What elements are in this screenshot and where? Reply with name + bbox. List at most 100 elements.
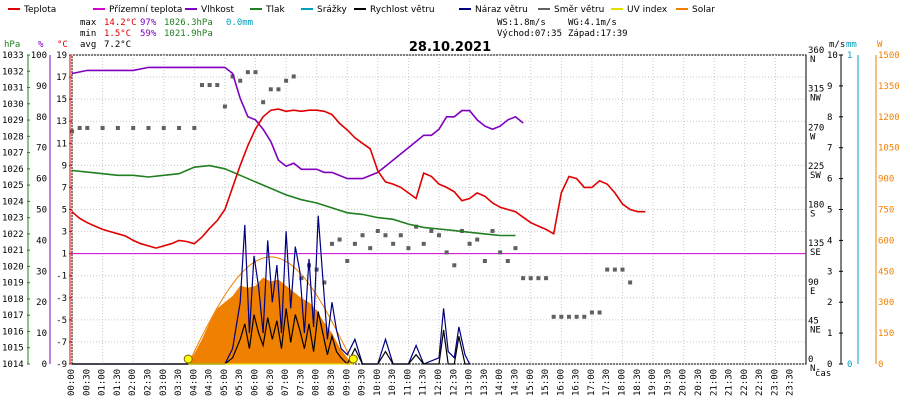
direction-point — [597, 310, 602, 315]
tick-time: 21:30 — [725, 369, 735, 396]
direction-point — [498, 250, 503, 255]
direction-point — [215, 83, 220, 88]
direction-point — [521, 276, 526, 281]
tick-temperature: 9 — [62, 161, 67, 171]
tick-pressure: 1033 — [2, 51, 24, 61]
direction-point — [199, 83, 204, 88]
direction-point — [207, 83, 212, 88]
tick-time: 04:30 — [205, 369, 215, 396]
tick-pressure: 1020 — [2, 262, 24, 272]
series-temperature — [71, 108, 646, 249]
direction-point — [360, 233, 365, 238]
direction-point — [253, 70, 258, 75]
tick-time: 03:00 — [159, 369, 169, 396]
direction-point — [544, 276, 549, 281]
direction-point — [482, 259, 487, 263]
direction-point — [536, 276, 541, 281]
direction-point — [161, 125, 166, 130]
legend-label: Tlak — [265, 5, 286, 15]
tick-pressure: 1015 — [2, 344, 24, 354]
tick-direction-degree: 0 — [808, 355, 813, 365]
direction-point — [375, 228, 380, 233]
plot-area — [70, 54, 807, 366]
tick-time: 20:00 — [679, 369, 689, 396]
stats-min-pres: 1021.9hPa — [164, 29, 213, 39]
tick-time: 01:00 — [98, 369, 108, 396]
direction-point — [605, 267, 610, 272]
tick-speed: 8 — [827, 113, 832, 123]
tick-pressure: 1029 — [2, 116, 24, 126]
tick-pressure: 1018 — [2, 295, 24, 305]
tick-time: 13:30 — [480, 369, 490, 396]
legend-label: Srážky — [317, 5, 348, 15]
tick-speed: 2 — [827, 298, 832, 308]
tick-speed: 3 — [827, 267, 832, 277]
tick-direction-degree: 45 — [808, 316, 819, 326]
direction-point — [467, 241, 472, 246]
tick-time: 15:00 — [526, 369, 536, 396]
direction-point — [70, 129, 74, 134]
stats-max-pres: 1026.3hPa — [164, 18, 213, 28]
tick-time: 17:30 — [602, 369, 612, 396]
tick-time: 06:00 — [251, 369, 261, 396]
tick-speed: 0 — [827, 360, 832, 370]
tick-temperature: 19 — [56, 51, 67, 61]
sunrise-time: Východ:07:35 — [497, 29, 562, 39]
tick-time: 16:00 — [556, 369, 566, 396]
tick-time: 13:00 — [465, 369, 475, 396]
tick-pressure: 1031 — [2, 84, 24, 94]
unit-celsius: °C — [57, 40, 68, 50]
wind-ws: WS:1.8m/s — [497, 18, 546, 28]
tick-temperature: -7 — [56, 338, 67, 348]
tick-humidity: 40 — [36, 236, 47, 246]
unit-ms: m/s — [829, 40, 845, 50]
tick-time: 08:00 — [312, 369, 322, 396]
tick-pressure: 1016 — [2, 327, 24, 337]
tick-direction-degree: 135 — [808, 239, 824, 249]
tick-time: 23:30 — [786, 369, 796, 396]
tick-time: 02:30 — [143, 369, 153, 396]
direction-point — [238, 78, 243, 83]
direction-point — [589, 310, 594, 315]
tick-solar: 450 — [878, 267, 894, 277]
tick-direction-compass: SE — [810, 248, 821, 258]
direction-point — [582, 314, 587, 319]
tick-direction-compass: SW — [810, 171, 821, 181]
direction-point — [314, 267, 319, 272]
tick-time: 17:00 — [587, 369, 597, 396]
legend-label: Směr větru — [554, 5, 604, 15]
sunrise-marker — [183, 354, 193, 364]
tick-time: 09:00 — [342, 369, 352, 396]
direction-point — [437, 233, 441, 238]
direction-point — [146, 125, 151, 130]
unit-mm: mm — [846, 40, 857, 50]
direction-point — [222, 104, 227, 109]
tick-time: 10:00 — [373, 369, 383, 396]
stats-max-rain: 0.0mm — [226, 18, 253, 28]
direction-point — [284, 78, 289, 83]
tick-pressure: 1021 — [2, 246, 24, 256]
tick-pressure: 1032 — [2, 67, 24, 77]
direction-point — [115, 125, 120, 130]
tick-time: 22:30 — [755, 369, 765, 396]
direction-point — [368, 246, 373, 251]
tick-direction-compass: NE — [810, 325, 821, 335]
tick-humidity: 10 — [36, 329, 47, 339]
legend-label: Teplota — [23, 5, 56, 15]
tick-direction-degree: 225 — [808, 162, 824, 172]
tick-humidity: 0 — [42, 360, 47, 370]
tick-pressure: 1024 — [2, 197, 24, 207]
sunset-marker — [348, 354, 358, 364]
tick-time: 07:00 — [281, 369, 291, 396]
tick-time: 14:00 — [495, 369, 505, 396]
tick-speed: 9 — [827, 82, 832, 92]
tick-solar: 600 — [878, 236, 894, 246]
direction-point — [551, 314, 556, 319]
direction-point — [612, 267, 617, 272]
direction-point — [77, 125, 82, 130]
tick-time: 20:30 — [694, 369, 704, 396]
tick-time: 04:00 — [189, 369, 199, 396]
tick-time: 19:30 — [663, 369, 673, 396]
stats-min-label: min — [80, 29, 96, 39]
series-wind-gust — [72, 215, 471, 365]
